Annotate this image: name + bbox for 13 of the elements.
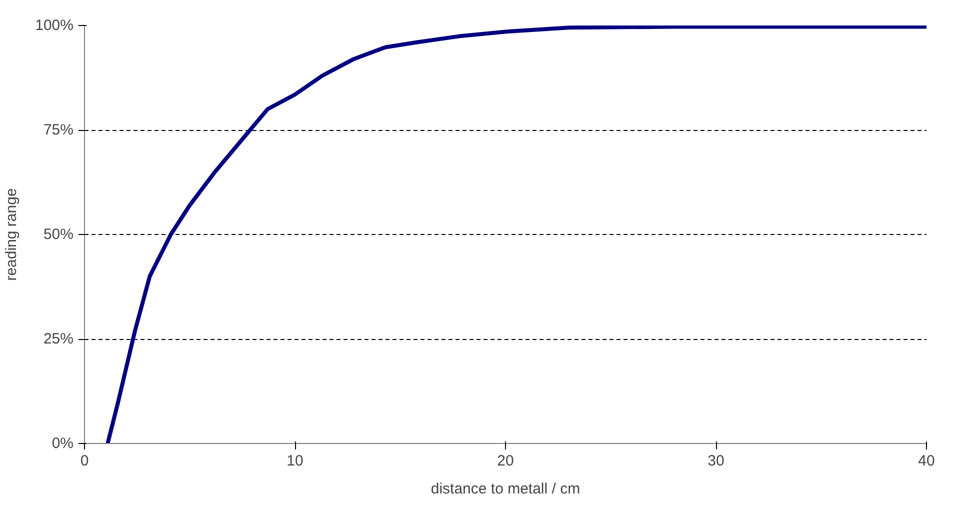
x-tick-label: 30 [708, 452, 724, 470]
x-tick-label: 10 [286, 452, 304, 470]
y-tick-label: 0% [52, 435, 74, 452]
y-axis-title: reading range [3, 188, 20, 281]
y-tick-label: 50% [43, 226, 74, 243]
y-tick-label: 100% [35, 17, 74, 34]
x-tick-label: 40 [918, 452, 935, 470]
x-axis-title: distance to metall / cm [430, 480, 580, 498]
x-tick-label: 20 [497, 452, 514, 470]
x-tick-label: 0 [80, 452, 89, 470]
line-series [106, 26, 926, 444]
y-tick-label: 25% [43, 330, 74, 348]
y-tick-label: 75% [43, 122, 74, 138]
